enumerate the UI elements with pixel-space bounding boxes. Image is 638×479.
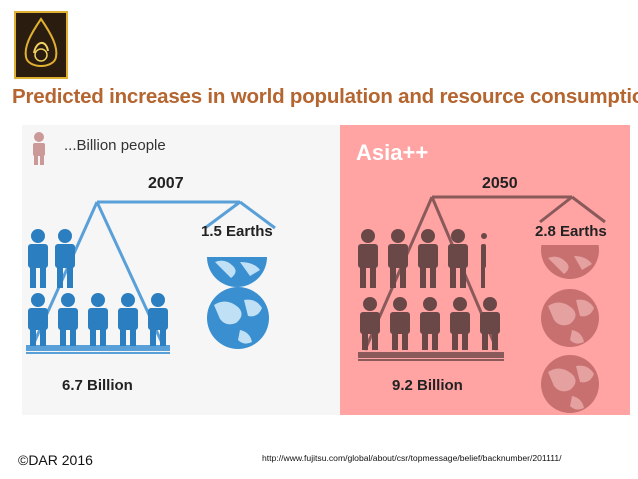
person-icon (148, 293, 168, 346)
person-icon (418, 229, 438, 288)
people-2007 (28, 229, 168, 346)
partial-earth-icon (541, 245, 599, 279)
person-icon (480, 297, 500, 350)
copyright: ©DAR 2016 (18, 452, 93, 468)
year-2050: 2050 (482, 175, 518, 192)
legend-person-icon (33, 132, 45, 165)
page-title: Predicted increases in world population … (12, 85, 638, 108)
person-icon (88, 293, 108, 346)
earths-label-2050: 2.8 Earths (535, 223, 607, 240)
partial-person-icon (481, 233, 487, 288)
earth-icon (541, 289, 599, 347)
population-2050: 9.2 Billion (392, 377, 463, 394)
person-icon (360, 297, 380, 350)
population-2007: 6.7 Billion (62, 377, 133, 394)
earths-label-2007: 1.5 Earths (201, 223, 273, 240)
person-icon (118, 293, 138, 346)
person-icon (420, 297, 440, 350)
person-icon (55, 229, 75, 288)
person-icon (28, 229, 48, 288)
legend-label: ...Billion people (64, 137, 166, 154)
earths-2050 (541, 245, 599, 413)
person-icon (58, 293, 78, 346)
person-icon (388, 229, 408, 288)
panel-2007 (22, 125, 340, 415)
person-icon (358, 229, 378, 288)
region-label: Asia++ (356, 140, 429, 165)
year-2007: 2007 (148, 175, 184, 192)
earth-icon (207, 287, 269, 349)
source-link[interactable]: http://www.fujitsu.com/global/about/csr/… (262, 453, 562, 463)
person-icon (448, 229, 468, 288)
half-earth-icon (207, 257, 267, 287)
person-icon (28, 293, 48, 346)
person-icon (450, 297, 470, 350)
earth-icon (541, 355, 599, 413)
earths-2007 (207, 257, 269, 349)
person-icon (390, 297, 410, 350)
logo (14, 11, 68, 79)
people-2050 (358, 229, 500, 350)
